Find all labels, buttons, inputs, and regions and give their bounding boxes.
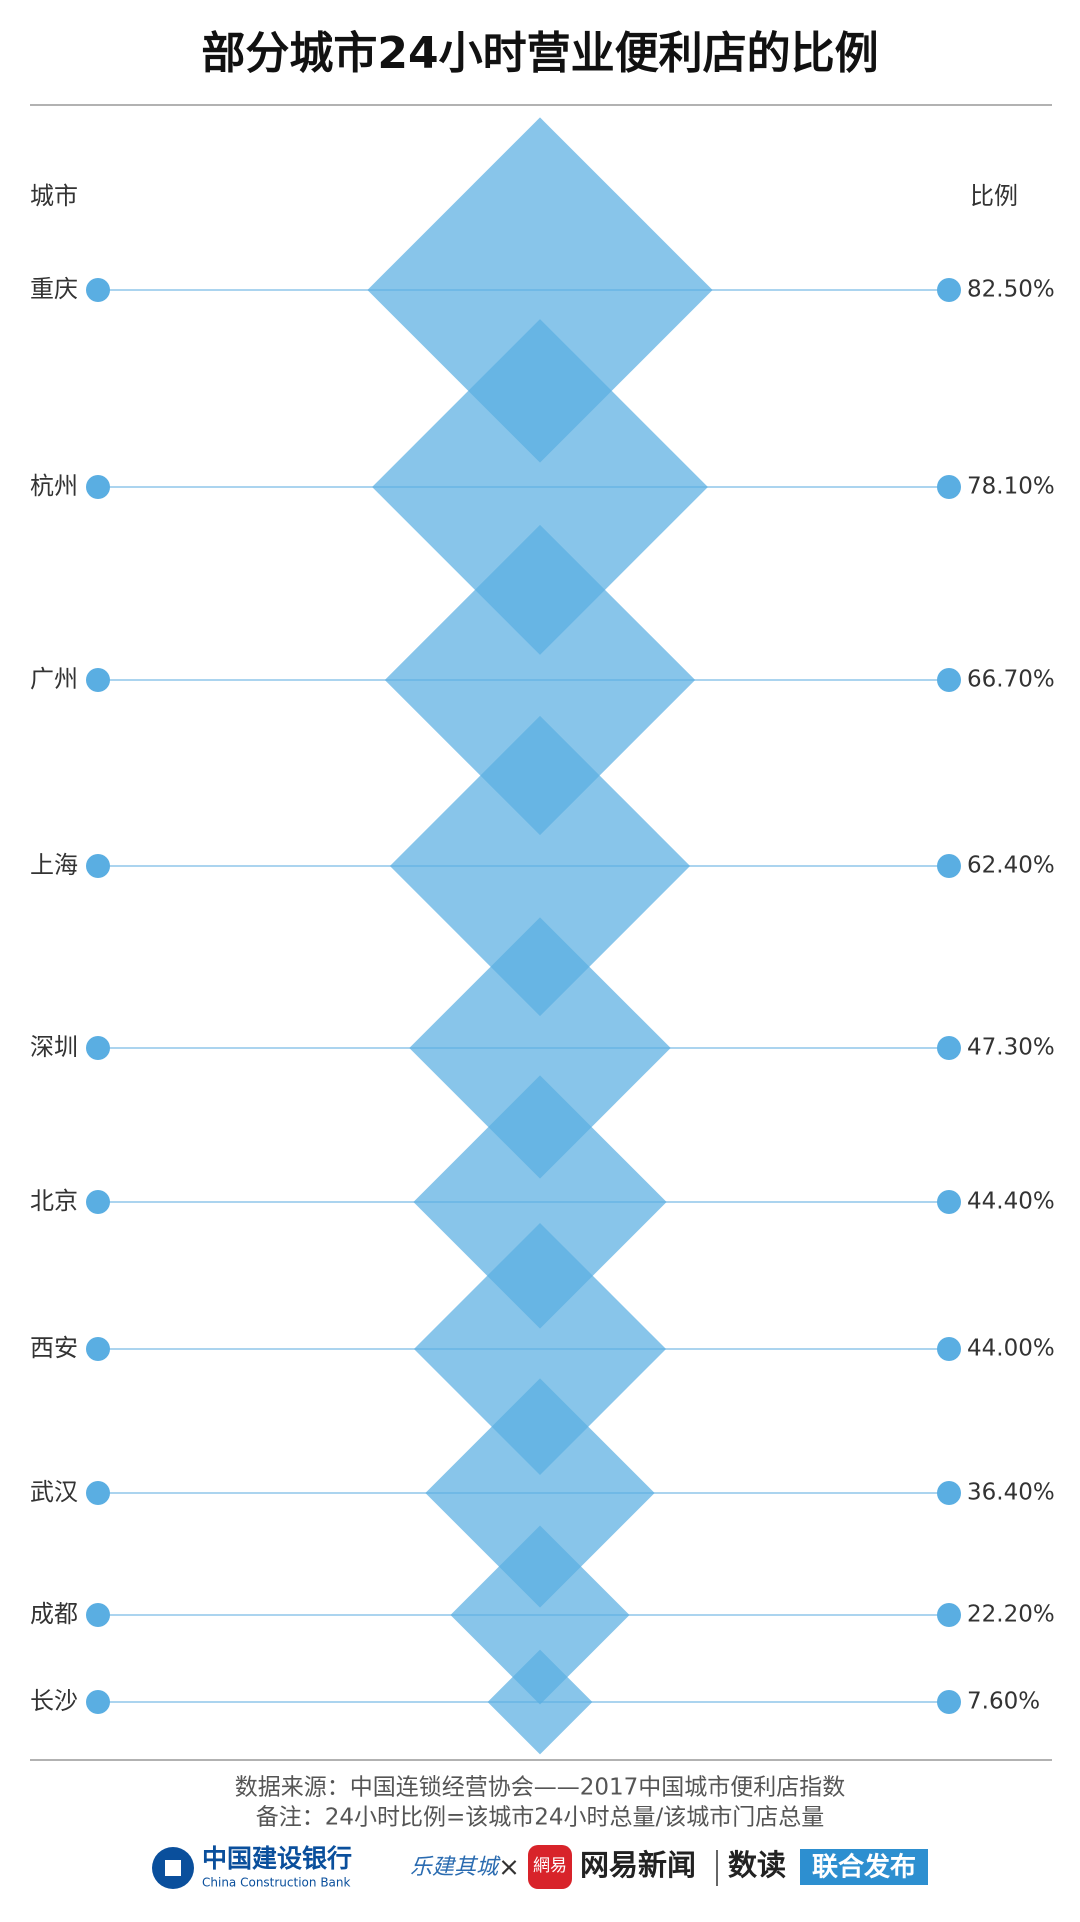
right-dot xyxy=(937,475,961,499)
left-dot xyxy=(86,475,110,499)
bank-name: 中国建设银行 xyxy=(202,1844,352,1873)
category-label: 杭州 xyxy=(30,472,78,500)
right-dot xyxy=(937,1603,961,1627)
category-label: 武汉 xyxy=(30,1478,78,1506)
diamond xyxy=(409,917,671,1179)
bank-name-en: China Construction Bank xyxy=(202,1876,351,1890)
rows: 重庆 82.50% 杭州 78.10% 广州 66.70% 上海 62.40% 深圳 47.30%… xyxy=(30,275,1055,1715)
value-label: 7.60% xyxy=(967,1689,1040,1715)
value-header: 比例 xyxy=(970,182,1018,210)
release: 联合发布 xyxy=(812,1852,916,1883)
diamond xyxy=(389,715,691,1017)
left-dot xyxy=(86,854,110,878)
value-label: 66.70% xyxy=(967,667,1055,693)
diamond xyxy=(367,117,713,463)
value-label: 78.10% xyxy=(967,474,1055,500)
value-label: 36.40% xyxy=(967,1480,1055,1506)
right-dot xyxy=(937,668,961,692)
netease: 网易新闻 xyxy=(580,1848,696,1882)
partner: 乐建其城 xyxy=(410,1855,501,1880)
note: 备注：24小时比例=该城市24小时总量/该城市门店总量 xyxy=(256,1805,825,1831)
diamond xyxy=(384,524,696,836)
bank-logo-inner xyxy=(165,1860,181,1876)
diamond xyxy=(372,319,708,655)
left-dot xyxy=(86,668,110,692)
times: × xyxy=(498,1853,520,1883)
release-badge xyxy=(800,1849,928,1885)
category-label: 西安 xyxy=(30,1334,78,1362)
logos: 中国建设银行 China Construction Bank 乐建其城 × 網易… xyxy=(152,1844,928,1890)
value-label: 62.40% xyxy=(967,853,1055,879)
diamond xyxy=(413,1222,667,1476)
shudu: 数读 xyxy=(728,1848,786,1882)
category-header: 城市 xyxy=(30,182,78,210)
value-label: 44.00% xyxy=(967,1336,1055,1362)
chart-title: 部分城市24小时营业便利店的比例 xyxy=(201,28,878,79)
diamond xyxy=(487,1649,593,1755)
left-dot xyxy=(86,1190,110,1214)
left-dot xyxy=(86,1337,110,1361)
left-dot xyxy=(86,278,110,302)
right-dot xyxy=(937,278,961,302)
netease-logo-text: 網易 xyxy=(533,1856,567,1876)
right-dot xyxy=(937,1690,961,1714)
category-label: 深圳 xyxy=(30,1033,78,1061)
right-dot xyxy=(937,1190,961,1214)
category-label: 成都 xyxy=(30,1600,78,1628)
category-label: 重庆 xyxy=(30,275,78,303)
category-label: 长沙 xyxy=(30,1687,78,1715)
left-dot xyxy=(86,1690,110,1714)
category-label: 北京 xyxy=(30,1187,78,1215)
value-label: 47.30% xyxy=(967,1035,1055,1061)
right-dot xyxy=(937,1337,961,1361)
category-label: 上海 xyxy=(30,851,78,879)
left-dot xyxy=(86,1481,110,1505)
right-dot xyxy=(937,1036,961,1060)
value-label: 22.20% xyxy=(967,1602,1055,1628)
right-dot xyxy=(937,854,961,878)
netease-logo xyxy=(528,1845,572,1889)
source: 数据来源：中国连锁经营协会——2017中国城市便利店指数 xyxy=(235,1775,846,1801)
right-dot xyxy=(937,1481,961,1505)
value-label: 44.40% xyxy=(967,1189,1055,1215)
diamond xyxy=(413,1075,667,1329)
category-label: 广州 xyxy=(30,665,78,693)
diamond xyxy=(450,1525,630,1705)
left-dot xyxy=(86,1036,110,1060)
left-dot xyxy=(86,1603,110,1627)
diamonds xyxy=(367,117,713,1755)
value-label: 82.50% xyxy=(967,277,1055,303)
diamond xyxy=(425,1378,655,1608)
